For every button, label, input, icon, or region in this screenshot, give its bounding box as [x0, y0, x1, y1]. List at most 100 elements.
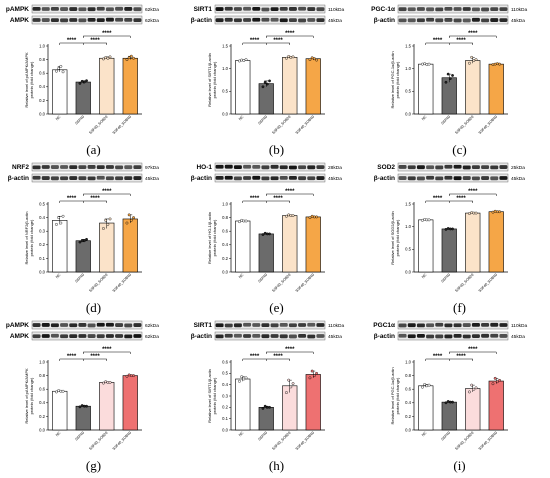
blot-band	[252, 6, 261, 11]
blot-strip	[31, 331, 143, 341]
blot-label: pAMPK	[6, 6, 29, 13]
data-point	[268, 405, 271, 409]
blot-band	[105, 17, 114, 22]
blot-band	[87, 165, 96, 169]
x-tick-label: SSF40	[257, 431, 268, 442]
data-point	[242, 377, 246, 381]
x-tick-label: NC	[238, 273, 245, 280]
blot-band	[215, 7, 224, 11]
blot-band	[471, 334, 480, 338]
data-point	[238, 379, 241, 383]
data-point	[268, 79, 271, 83]
blot-band	[252, 334, 261, 338]
y-axis-label: Relative level of PGC-1α/β-actinprotein …	[390, 367, 400, 424]
bar	[441, 228, 457, 273]
blot-band	[115, 176, 124, 181]
blot-label: SOD2	[377, 164, 395, 171]
blot-band	[407, 334, 416, 339]
blot-band	[252, 165, 261, 169]
sig-label: ****	[250, 38, 260, 44]
blot-label: SIRT1	[194, 6, 213, 13]
sig-label: ****	[433, 196, 443, 202]
y-tick-label: 0.1	[39, 256, 45, 261]
y-tick-label: 0.6	[405, 387, 411, 392]
data-point	[285, 56, 288, 60]
blot-kda: 110kDa	[328, 7, 345, 13]
blot-label: pAMPK	[6, 322, 29, 329]
y-tick-label: 0.4	[405, 400, 411, 405]
blot-band	[32, 175, 41, 180]
data-point	[427, 383, 431, 387]
blot-band	[78, 176, 87, 181]
sig-label: ****	[456, 38, 466, 44]
data-point	[61, 214, 65, 218]
data-point	[55, 223, 58, 226]
blot-band	[471, 7, 480, 12]
data-point	[474, 58, 478, 61]
blot-band	[426, 334, 435, 339]
blot-band	[416, 18, 425, 23]
blot-kda: 45kDa	[328, 176, 342, 182]
y-tick-label: 0.8	[405, 373, 411, 378]
bar	[418, 385, 434, 431]
blot-band	[398, 333, 407, 338]
blot-kda: 28kDa	[328, 165, 342, 171]
y-tick-label: 0.0	[222, 269, 228, 274]
data-point	[498, 62, 501, 66]
blot-band	[41, 334, 50, 338]
blot-band	[307, 176, 316, 181]
y-axis-label: Relative level of SOD2/β-actinprotein (f…	[390, 211, 400, 264]
sig-label: ****	[468, 31, 478, 37]
y-tick-label: 0.5	[39, 201, 45, 206]
blot-band	[252, 17, 261, 22]
bar	[258, 233, 274, 273]
data-point	[446, 72, 450, 76]
blot-band	[87, 17, 96, 22]
blot-band	[32, 165, 41, 170]
data-point	[244, 219, 248, 223]
blot-band	[261, 7, 270, 12]
y-tick-label: 0.0	[405, 111, 411, 116]
y-tick-label: 0.0	[222, 427, 228, 432]
blot-band	[279, 334, 288, 339]
blot-band	[288, 18, 297, 23]
blot-band	[115, 334, 124, 338]
blot-band	[105, 322, 114, 327]
bar	[305, 58, 321, 115]
blot-band	[407, 176, 416, 181]
blot-band	[87, 323, 96, 328]
bar	[75, 240, 91, 273]
data-point	[498, 210, 501, 214]
blot-band	[407, 323, 416, 328]
blot-strip	[31, 320, 143, 330]
bar	[99, 57, 115, 115]
blot-strip	[397, 173, 509, 183]
x-tick-label: NC	[421, 431, 428, 438]
blot-band	[444, 334, 453, 339]
data-point	[423, 383, 427, 386]
blot-band	[462, 176, 471, 180]
y-axis-label: Relative level of SIRT1/β-actinprotein (…	[207, 53, 217, 107]
panel-label-b: (b)	[268, 142, 285, 157]
data-point	[308, 58, 312, 61]
blot-band	[288, 323, 297, 328]
blot-band	[60, 165, 69, 169]
blot-band	[50, 18, 59, 23]
blot-band	[499, 176, 508, 180]
blot-band	[215, 18, 224, 23]
data-point	[61, 70, 65, 74]
blot-label: β-actin	[191, 17, 212, 24]
blot-band	[416, 7, 425, 11]
blot-strip	[397, 15, 509, 25]
data-point	[493, 376, 497, 380]
x-tick-label: SSF40_SOB20	[454, 431, 474, 451]
blot-band	[69, 323, 78, 328]
y-tick-label: 0.5	[405, 89, 411, 94]
data-point	[285, 391, 288, 395]
bar	[305, 374, 321, 431]
data-point	[446, 227, 450, 230]
bar	[465, 212, 481, 273]
sig-label: ****	[285, 31, 295, 37]
y-tick-label: 1.0	[405, 224, 411, 229]
blot-strip	[31, 162, 143, 172]
